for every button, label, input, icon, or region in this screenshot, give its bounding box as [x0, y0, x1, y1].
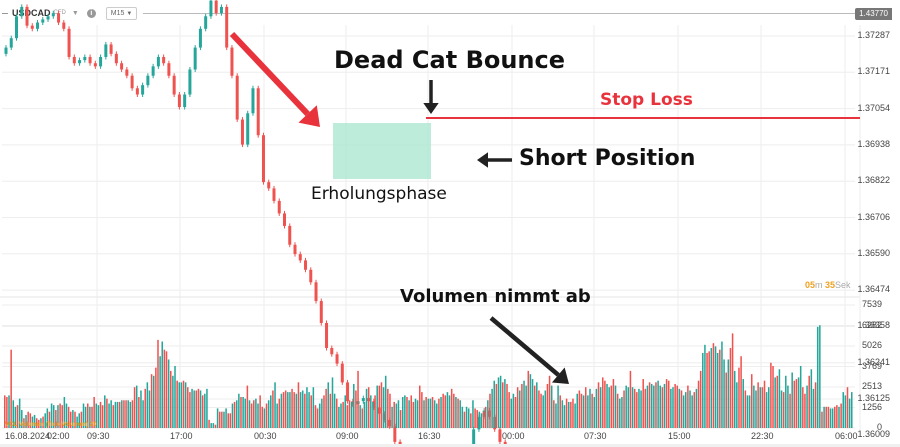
annotation-recovery-phase: Erholungsphase — [311, 184, 447, 204]
price-tick-label: 1.36590 — [857, 247, 890, 258]
info-icon[interactable]: i — [86, 8, 96, 18]
symbol-label[interactable]: USDCAD — [12, 8, 51, 18]
time-tick-label: 16.08.2024 — [5, 431, 51, 441]
countdown-minutes-unit: m — [815, 280, 823, 290]
header-divider — [143, 12, 860, 14]
chart-header: USDCAD CFD ▼ i M15 ▼ — [0, 4, 860, 22]
countdown-seconds: 35 — [825, 280, 836, 290]
time-tick-label: 09:00 — [336, 431, 359, 441]
downtrend-arrow-icon — [229, 31, 320, 127]
volume-tick-label: 1256 — [861, 401, 882, 412]
price-tick-label: 1.36241 — [857, 356, 890, 367]
dead-cat-bounce-arrow-icon — [423, 80, 439, 114]
volume-tick-label: 6282 — [861, 319, 882, 330]
short-position-arrow-icon — [477, 152, 512, 168]
recovery-phase-highlight — [333, 123, 431, 179]
time-tick-label: 00:30 — [254, 431, 277, 441]
bottom-scrollbar[interactable] — [0, 444, 900, 447]
price-tick-label: 1.36358 — [857, 320, 890, 331]
volume-tick-label: 3769 — [861, 360, 882, 371]
candle-countdown: 05m 35Sek — [805, 280, 851, 290]
symbol-dropdown-chevron-down-icon[interactable]: ▼ — [71, 9, 79, 17]
price-tick-label: 1.37287 — [857, 30, 890, 40]
volume-indicator-label[interactable]: VOL Volumen (Tick-Volumen) 20 — [5, 422, 97, 428]
price-tick-label: 1.36822 — [857, 175, 890, 186]
price-tick-label: 1.36125 — [857, 393, 890, 403]
volume-tick-label: 0 — [876, 422, 882, 432]
volume-decreasing-arrow-icon — [489, 316, 569, 384]
collapse-handle[interactable] — [2, 12, 8, 14]
annotation-dead-cat-bounce: Dead Cat Bounce — [334, 46, 566, 74]
annotation-short-position: Short Position — [519, 146, 696, 171]
countdown-minutes: 05 — [805, 280, 816, 290]
annotation-volume-decreasing: Volumen nimmt ab — [400, 286, 591, 307]
price-tick-label: 1.37171 — [857, 66, 890, 77]
current-price-badge: 1.43770 — [855, 8, 892, 20]
price-tick-label: 1.36938 — [857, 138, 890, 149]
price-tick-label: 1.36474 — [857, 284, 890, 295]
volume-tick-label: 7539 — [861, 299, 882, 309]
time-tick-label: 16:30 — [418, 431, 441, 441]
time-tick-label: 07:30 — [584, 431, 607, 441]
time-tick-label: 15:00 — [668, 431, 691, 441]
price-tick-label: 1.36706 — [857, 211, 890, 222]
price-tick-label: 1.36009 — [857, 429, 890, 440]
time-tick-label: 02:00 — [47, 431, 70, 441]
countdown-seconds-unit: Sek — [835, 280, 851, 290]
time-tick-label: 09:30 — [87, 431, 110, 441]
time-tick-label: 06:00 — [835, 431, 858, 441]
price-tick-label: 1.37054 — [857, 102, 890, 113]
time-tick-label: 00:00 — [502, 431, 525, 441]
symbol-type-label: CFD — [53, 10, 66, 16]
volume-tick-label: 2513 — [861, 381, 882, 391]
timeframe-label: M15 — [110, 9, 125, 17]
annotation-stop-loss: Stop Loss — [600, 90, 693, 110]
volume-tick-label: 5026 — [861, 340, 882, 350]
timeframe-chevron-down-icon: ▼ — [126, 10, 133, 17]
timeframe-selector[interactable]: M15 ▼ — [105, 6, 138, 20]
time-tick-label: 22:30 — [751, 431, 774, 441]
time-tick-label: 17:00 — [170, 431, 193, 441]
